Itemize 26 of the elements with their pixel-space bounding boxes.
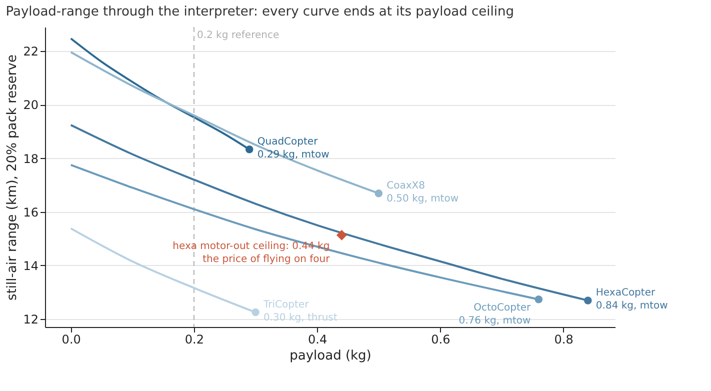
x-tick-label: 0.4 [308,332,328,346]
y-tick-label: 14 [23,258,38,273]
annotation: TriCopter 0.30 kg, thrust [262,299,338,324]
point [336,230,347,240]
point [252,308,260,316]
x-tick-label: 0.8 [554,332,574,346]
point [245,146,254,154]
x-tick-label: 0.0 [62,332,81,346]
x-tick-label: 0.6 [431,332,450,346]
annotation: HexaCopter 0.84 kg, mtow [596,287,668,312]
y-tick-label: 22 [23,44,38,59]
y-tick-label: 18 [23,152,38,166]
y-tick-label: 16 [23,205,38,220]
annotation: CoaxX8 0.50 kg, mtow [386,180,459,204]
y-axis-title: still-air range (km), 20% pack reserve [5,54,20,300]
y-tick-label: 12 [23,312,38,326]
x-tick-label: 0.2 [184,332,204,346]
point [374,189,382,198]
y-tick-label: 20 [23,98,38,112]
ref-line-label: 0.2 kg reference [196,30,280,41]
x-axis-title: payload (kg) [290,348,372,364]
chart-title: Payload-range through the interpreter: every curve ends at its payload ceiling [6,4,514,20]
point [584,296,592,304]
annotation: QuadCopter 0.29 kg, mtow [257,136,330,160]
annotation: OctoCopter 0.76 kg, mtow [458,302,532,326]
point [534,296,543,304]
